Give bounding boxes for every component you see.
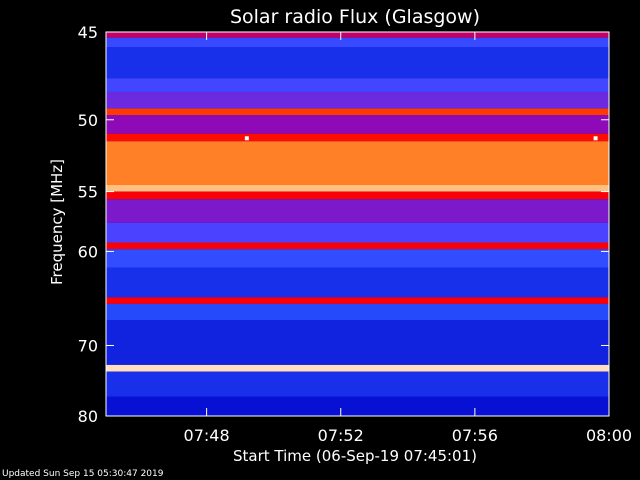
spectrogram-band-8 [106,141,609,185]
y-axis-label: Frequency [MHz] [48,159,66,285]
x-tick-label-3: 08:00 [586,426,632,445]
spectrogram-band-15 [106,267,609,298]
spectrogram-band-1 [106,37,609,48]
spectrogram-band-10 [106,191,609,200]
hotspot-1 [593,136,598,141]
y-tick-label-55: 55 [78,183,98,202]
spectrogram-band-20 [106,371,609,397]
spectrogram-band-16 [106,297,609,304]
spectrogram-band-6 [106,115,609,134]
spectrogram-band-18 [106,320,609,365]
plot-frame [105,31,610,417]
hotspot-0 [244,136,249,141]
y-tick-label-80: 80 [78,407,98,426]
x-tick-label-1: 07:52 [318,426,364,445]
x-tick-label-2: 07:56 [452,426,498,445]
chart-title: Solar radio Flux (Glasgow) [230,6,480,28]
spectrogram-band-17 [106,303,609,321]
spectrogram-band-4 [106,91,609,109]
spectrogram-band-11 [106,199,609,223]
spectrogram-band-0 [106,32,609,38]
spectrogram-band-14 [106,249,609,268]
y-tick-label-70: 70 [78,336,98,355]
spectrogram-band-21 [106,396,609,416]
plot-area [106,32,609,416]
spectrogram-band-2 [106,47,609,79]
spectrogram-band-9 [106,184,609,192]
y-tick-label-45: 45 [78,23,98,42]
spectrogram-band-13 [106,242,609,250]
spectrogram-band-5 [106,108,609,116]
spectrogram-band-19 [106,364,609,372]
spectrogram-band-12 [106,222,609,243]
footer-updated-text: Updated Sun Sep 15 05:30:47 2019 [2,469,164,479]
spectrogram-band-3 [106,78,609,92]
y-tick-label-60: 60 [78,242,98,261]
x-axis-label: Start Time (06-Sep-19 07:45:01) [233,447,477,465]
axes: 45 50 55 60 70 80 07:48 07:52 07:56 08:00 [78,23,632,445]
spectrogram-band-7 [106,133,609,142]
y-tick-label-50: 50 [78,111,98,130]
x-tick-label-0: 07:48 [184,426,230,445]
